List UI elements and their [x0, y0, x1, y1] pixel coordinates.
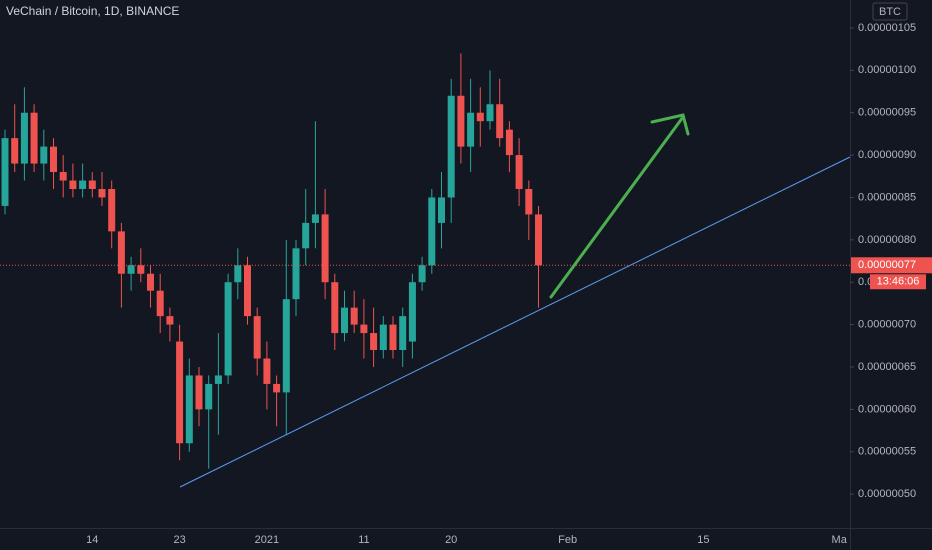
candle-body	[176, 341, 184, 444]
candle-body	[311, 214, 319, 223]
x-tick-label: 11	[358, 534, 369, 546]
trend-line	[179, 156, 851, 488]
candle-body	[408, 282, 416, 342]
candle-body	[302, 222, 310, 249]
candle-body	[535, 214, 542, 266]
candle-body	[331, 282, 339, 334]
candle-body	[263, 358, 271, 384]
candle-body	[40, 146, 48, 164]
y-tick-label: 0.00000060	[858, 403, 916, 415]
candle-body	[399, 316, 407, 351]
candle-body	[350, 307, 358, 325]
candle-body	[292, 248, 300, 300]
candle-body	[185, 375, 193, 444]
countdown-box	[870, 274, 926, 290]
y-tick-label: 0.00000070	[858, 319, 916, 331]
candle-body	[515, 155, 523, 189]
y-tick-label: 0.00000095	[858, 107, 916, 119]
candle-body	[418, 265, 426, 283]
chart-title: VeChain / Bitcoin, 1D, BINANCE	[6, 4, 179, 18]
last-price-box	[851, 257, 932, 274]
candle-body	[69, 180, 77, 189]
candle-body	[88, 180, 96, 189]
candle-body	[1, 138, 9, 206]
candle-body	[137, 265, 145, 274]
arrow	[549, 113, 690, 299]
candle-body	[253, 316, 261, 359]
y-tick-label: 0.00000085	[858, 191, 916, 203]
candle-body	[59, 172, 67, 181]
candle-body	[370, 333, 378, 351]
candle-body	[496, 104, 504, 139]
y-tick-label: 0.00000100	[858, 64, 916, 76]
candle-body	[214, 375, 222, 384]
candles	[1, 53, 542, 469]
x-tick-label: 20	[445, 534, 457, 546]
candle-body	[127, 265, 135, 274]
y-tick-label: 0.00000080	[858, 234, 916, 246]
candle-body	[30, 112, 38, 164]
candle-body	[234, 265, 242, 283]
candle-body	[20, 112, 28, 164]
last-price-label: 0.00000077	[858, 259, 916, 271]
x-tick-label: 14	[86, 534, 98, 546]
candle-body	[321, 214, 329, 283]
candle-body	[98, 188, 106, 198]
candle-body	[224, 282, 232, 376]
candle-body	[341, 307, 348, 334]
candle-body	[476, 112, 484, 122]
candle-body	[117, 231, 125, 274]
y-tick-label: 0.00000105	[858, 22, 916, 34]
x-tick-label: 23	[173, 534, 185, 546]
y-tick-label: 0.00000050	[858, 488, 916, 500]
candle-body	[156, 290, 164, 317]
y-tick-label: 0.00000090	[858, 149, 916, 161]
candle-body	[389, 324, 397, 351]
candle-body	[244, 265, 251, 317]
x-tick-label: Feb	[558, 534, 577, 546]
candle-body	[360, 324, 368, 334]
candle-body	[505, 129, 513, 156]
x-tick-label: 15	[697, 534, 709, 546]
candle-body	[428, 197, 436, 266]
candle-body	[467, 112, 475, 147]
candle-body	[11, 138, 19, 164]
candle-body	[147, 273, 154, 291]
candle-body	[273, 383, 281, 393]
countdown: 13:46:06	[877, 276, 920, 288]
candle-body	[282, 299, 290, 393]
candle-body	[447, 95, 455, 198]
candle-body	[525, 188, 533, 215]
x-tick-label: 2021	[255, 534, 279, 546]
currency-box[interactable]	[872, 2, 908, 21]
candle-body	[79, 180, 87, 189]
candle-body	[486, 104, 494, 122]
candle-body	[457, 95, 465, 147]
x-tick-label: Ma	[832, 534, 848, 546]
currency[interactable]: BTC	[879, 6, 901, 18]
candle-body	[438, 197, 445, 223]
candle-body	[166, 316, 174, 325]
y-tick-label: 0.00000065	[858, 361, 916, 373]
candle-body	[205, 383, 213, 410]
candle-body	[108, 188, 116, 232]
candle-body	[379, 324, 387, 351]
y-tick-label: 0.00000055	[858, 446, 916, 458]
candle-body	[195, 375, 203, 410]
candle-body	[50, 146, 57, 173]
